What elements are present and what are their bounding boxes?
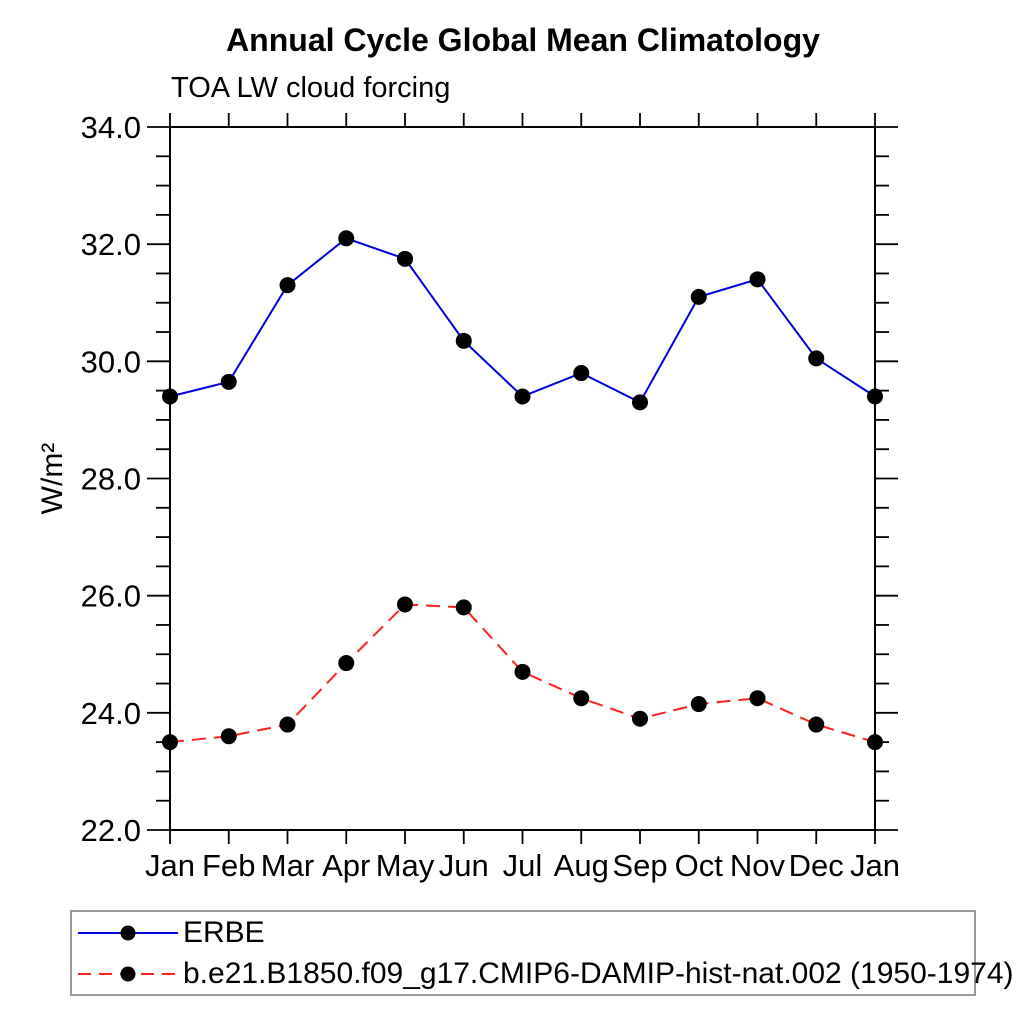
data-point-marker xyxy=(808,350,825,367)
y-axis-tick-label: 26.0 xyxy=(81,579,141,614)
data-point-marker xyxy=(632,710,648,727)
data-point-marker xyxy=(162,734,178,751)
data-point-marker xyxy=(749,271,766,288)
data-point-marker xyxy=(220,728,237,745)
data-point-marker xyxy=(867,734,883,751)
y-axis-tick-label: 30.0 xyxy=(81,344,141,379)
x-axis-tick-label: Oct xyxy=(675,848,724,883)
data-point-marker xyxy=(279,716,296,733)
data-point-marker xyxy=(632,394,648,411)
legend-line-sample xyxy=(78,966,178,981)
data-point-marker xyxy=(690,288,707,305)
data-point-marker xyxy=(397,596,413,613)
y-axis-tick-label: 28.0 xyxy=(81,462,141,497)
x-axis-tick-label: Mar xyxy=(261,848,314,883)
legend-label: ERBE xyxy=(183,915,265,949)
x-axis-tick-label: Nov xyxy=(730,848,786,883)
x-axis-tick-label: Sep xyxy=(612,848,667,883)
data-point-marker xyxy=(573,365,590,382)
data-point-marker xyxy=(455,332,472,349)
legend-item-1: ERBE xyxy=(72,912,974,953)
x-axis-tick-label: Feb xyxy=(202,848,255,883)
data-point-marker xyxy=(338,655,355,672)
y-axis-tick-label: 24.0 xyxy=(81,696,141,731)
y-axis-label: W/m² xyxy=(36,443,69,515)
x-axis-tick-label: May xyxy=(376,848,435,883)
data-point-marker xyxy=(279,277,296,294)
x-axis-tick-label: Jan xyxy=(145,848,195,883)
y-axis-tick-label: 32.0 xyxy=(81,227,141,262)
data-point-marker xyxy=(573,690,590,707)
legend: ERBE b.e21.B1850.f09_g17.CMIP6-DAMIP-hist… xyxy=(70,910,1014,996)
series-line-1 xyxy=(169,237,876,404)
chart-title: Annual Cycle Global Mean Climatology xyxy=(226,22,820,58)
data-point-marker xyxy=(397,250,413,267)
data-point-marker xyxy=(808,716,825,733)
x-axis-tick-label: Apr xyxy=(322,848,370,883)
data-point-marker xyxy=(690,696,707,713)
data-point-marker xyxy=(338,230,355,247)
x-axis-tick-label: Aug xyxy=(554,848,609,883)
x-axis-tick-label: Jun xyxy=(439,848,489,883)
data-point-marker xyxy=(220,373,237,390)
data-point-marker xyxy=(514,663,531,680)
data-point-marker xyxy=(749,690,766,707)
x-axis-tick-label: Jan xyxy=(850,848,900,883)
data-point-marker xyxy=(455,599,472,616)
chart-subtitle: TOA LW cloud forcing xyxy=(171,72,451,104)
legend-label: b.e21.B1850.f09_g17.CMIP6-DAMIP-hist-nat… xyxy=(183,956,1014,990)
data-point-marker xyxy=(162,388,178,405)
plot-frame xyxy=(169,126,876,831)
legend-item-2: b.e21.B1850.f09_g17.CMIP6-DAMIP-hist-nat… xyxy=(72,953,1014,994)
x-axis-tick-label: Jul xyxy=(503,848,543,883)
data-point-marker xyxy=(867,388,883,405)
legend-line-sample xyxy=(78,925,178,940)
y-axis-tick-label: 22.0 xyxy=(81,813,141,848)
y-axis-tick-label: 34.0 xyxy=(81,110,141,145)
data-point-marker xyxy=(514,388,531,405)
x-axis-tick-label: Dec xyxy=(789,848,844,883)
